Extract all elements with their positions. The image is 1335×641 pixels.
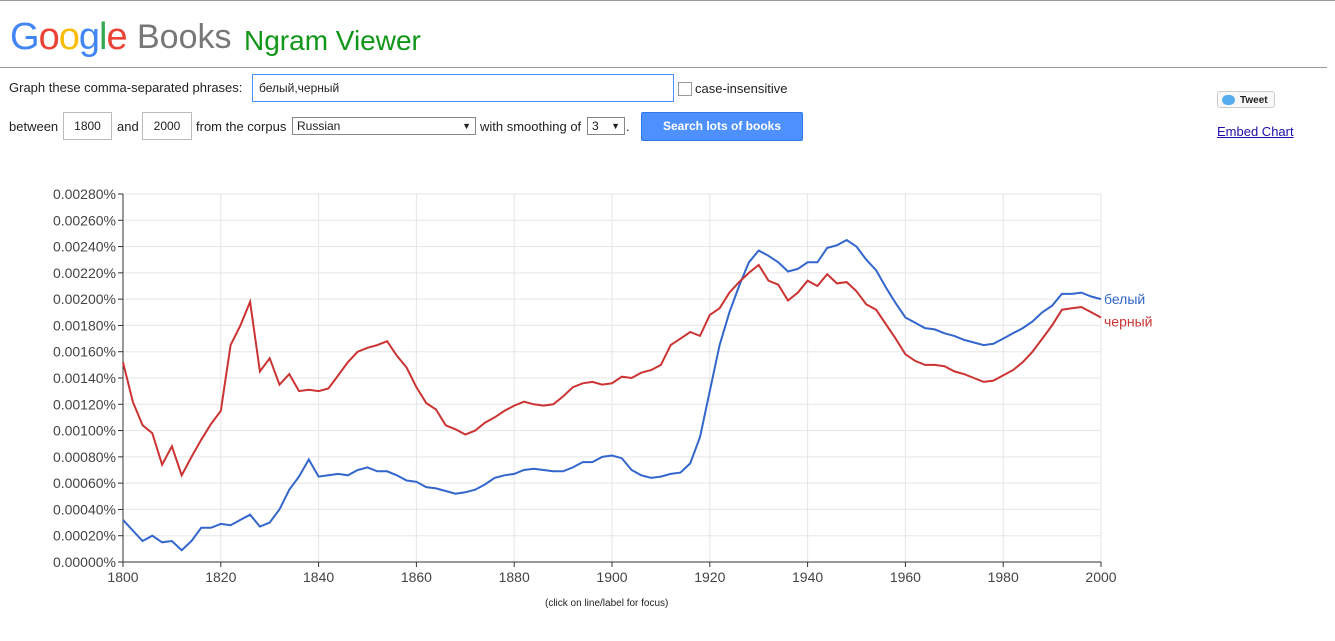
- checkbox-label: case-insensitive: [695, 81, 788, 96]
- corpus-label: from the corpus: [196, 119, 287, 134]
- y-tick-label: 0.00160%: [53, 344, 116, 360]
- x-tick-label: 1840: [303, 569, 334, 585]
- x-tick-label: 1880: [499, 569, 530, 585]
- checkbox[interactable]: [678, 82, 692, 96]
- and-label: and: [117, 119, 139, 134]
- x-tick-label: 1960: [890, 569, 921, 585]
- y-tick-label: 0.00240%: [53, 239, 116, 255]
- x-tick-label: 2000: [1085, 569, 1116, 585]
- y-tick-label: 0.00060%: [53, 475, 116, 491]
- twitter-icon: [1222, 95, 1235, 105]
- search-button[interactable]: Search lots of books: [641, 112, 803, 141]
- y-tick-label: 0.00220%: [53, 265, 116, 281]
- y-tick-label: 0.00140%: [53, 370, 116, 386]
- footnote: (click on line/label for focus): [545, 598, 669, 609]
- books-logo: Books: [137, 18, 232, 56]
- google-logo[interactable]: Google: [10, 16, 128, 58]
- y-tick-label: 0.00120%: [53, 396, 116, 412]
- corpus-select[interactable]: Russian ▼: [292, 117, 476, 135]
- app-title: Ngram Viewer: [244, 25, 421, 56]
- x-tick-label: 1860: [401, 569, 432, 585]
- smoothing-value: 3: [592, 119, 599, 133]
- start-year[interactable]: 1800: [63, 112, 112, 140]
- end-year[interactable]: 2000: [142, 112, 192, 140]
- phrases-label: Graph these comma-separated phrases:: [9, 80, 243, 95]
- x-tick-label: 1800: [107, 569, 138, 585]
- y-tick-label: 0.00280%: [53, 186, 116, 202]
- y-tick-label: 0.00000%: [53, 554, 116, 570]
- x-tick-label: 1920: [694, 569, 725, 585]
- top-border: [0, 0, 1335, 1]
- x-tick-label: 1900: [596, 569, 627, 585]
- smoothing-label: with smoothing of: [480, 119, 582, 134]
- chart: 0.00000% 0.00020% 0.00040% 0.00060% 0.00080%…: [53, 186, 1153, 585]
- embed-link[interactable]: Embed Chart: [1217, 124, 1294, 139]
- corpus-value: Russian: [297, 119, 341, 133]
- y-tick-label: 0.00080%: [53, 449, 116, 465]
- period: .: [626, 119, 630, 134]
- series-line: [122, 263, 1102, 478]
- y-tick-label: 0.00260%: [53, 212, 116, 228]
- y-tick-label: 0.00040%: [53, 501, 116, 517]
- phrases-input[interactable]: белый,черный: [252, 74, 674, 102]
- smoothing-select[interactable]: 3 ▼: [587, 117, 625, 135]
- x-tick-label: 1820: [205, 569, 236, 585]
- series-line: [122, 238, 1102, 552]
- y-tick-label: 0.00200%: [53, 291, 116, 307]
- x-tick-label: 1980: [988, 569, 1019, 585]
- y-tick-label: 0.00020%: [53, 528, 116, 544]
- series-label[interactable]: черный: [1104, 314, 1152, 330]
- series-label[interactable]: белый: [1104, 291, 1145, 307]
- y-tick-label: 0.00180%: [53, 317, 116, 333]
- between-label: between: [9, 119, 59, 134]
- x-tick-label: 1940: [792, 569, 823, 585]
- divider: [0, 67, 1327, 68]
- y-tick-label: 0.00100%: [53, 423, 116, 439]
